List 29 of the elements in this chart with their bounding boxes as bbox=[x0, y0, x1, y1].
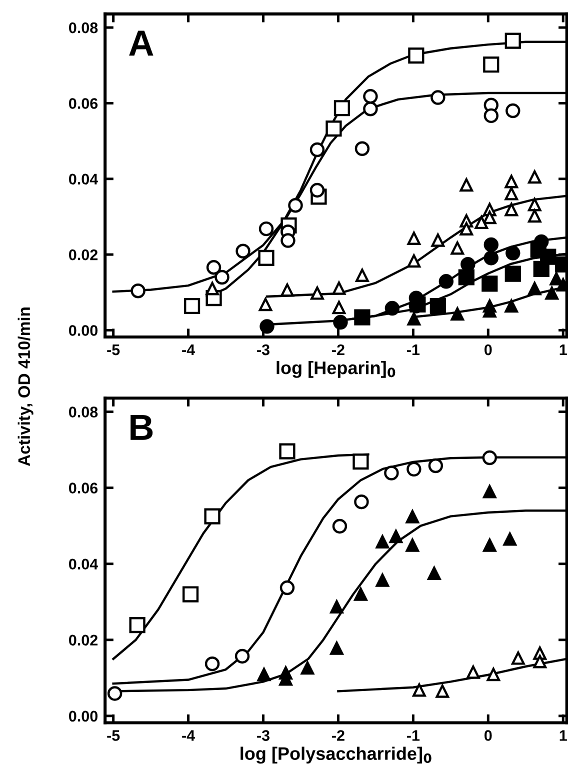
y-tick-label: 0.02 bbox=[69, 634, 98, 646]
x-tick-label: 1 bbox=[560, 730, 567, 741]
x-tick-label: -5 bbox=[107, 730, 120, 741]
y-tick-label: 0.00 bbox=[69, 325, 98, 336]
x-tick-label: -3 bbox=[257, 344, 270, 356]
y-tick-label: 0.04 bbox=[69, 174, 98, 185]
x-tick-label: -1 bbox=[406, 344, 420, 356]
x-tick-label: 0 bbox=[484, 730, 492, 741]
x-tick-label: 0 bbox=[484, 344, 492, 356]
annotation: B bbox=[130, 415, 153, 440]
y-tick-label: 0.00 bbox=[69, 710, 98, 722]
x-tick-label: -4 bbox=[182, 730, 195, 741]
x-tick-label: -4 bbox=[182, 344, 195, 356]
y-tick-label: 0.08 bbox=[69, 22, 98, 34]
x-tick-label: -2 bbox=[332, 344, 344, 356]
annotation: A bbox=[129, 30, 154, 56]
x-axis-title: log [Heparin]$_{0}$ bbox=[276, 360, 396, 378]
x-tick-label: -2 bbox=[332, 730, 344, 741]
y-axis-title: Activity, OD 410/min bbox=[18, 308, 34, 466]
x-tick-label: -1 bbox=[406, 730, 420, 741]
y-tick-label: 0.04 bbox=[69, 558, 98, 570]
y-tick-label: 0.08 bbox=[69, 406, 98, 418]
y-tick-label: 0.06 bbox=[69, 98, 98, 109]
x-axis-title: log [Polysaccharride]$_{0}$ bbox=[240, 746, 432, 764]
y-tick-label: 0.06 bbox=[69, 482, 98, 494]
x-tick-label: -5 bbox=[107, 344, 120, 356]
x-tick-label: -3 bbox=[257, 730, 270, 741]
x-tick-label: 1 bbox=[560, 344, 567, 356]
y-tick-label: 0.02 bbox=[69, 249, 98, 260]
